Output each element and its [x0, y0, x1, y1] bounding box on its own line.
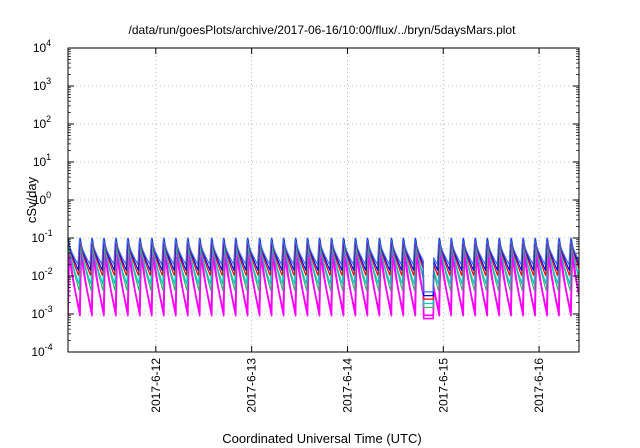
y-tick-exponent: -2 — [45, 266, 53, 276]
x-tick-label: 2017-6-14 — [340, 358, 354, 413]
series-line-6 — [68, 238, 579, 293]
y-tick-label: 10-3 — [31, 304, 52, 321]
y-tick-exponent: 2 — [46, 114, 51, 124]
x-tick-label: 2017-6-12 — [149, 358, 163, 413]
y-tick-exponent: 3 — [46, 76, 51, 86]
y-tick-label: 103 — [33, 76, 51, 93]
y-tick-label: 102 — [33, 114, 51, 131]
y-tick-exponent: 0 — [46, 190, 51, 200]
y-tick-exponent: 1 — [46, 152, 51, 162]
y-tick-label: 104 — [33, 38, 51, 55]
grid-lines — [68, 48, 579, 352]
y-tick-exponent: -4 — [45, 342, 53, 352]
y-axis-label: cSv/day — [24, 176, 39, 223]
axis-ticks: 10-410-310-210-11001011021031042017-6-12… — [31, 38, 579, 413]
x-tick-label: 2017-6-13 — [245, 358, 259, 413]
data-series — [68, 237, 579, 320]
y-tick-label: 10-1 — [31, 228, 52, 245]
y-tick-exponent: -1 — [45, 228, 53, 238]
chart-title: /data/run/goesPlots/archive/2017-06-16/1… — [129, 23, 517, 37]
y-tick-exponent: -3 — [45, 304, 53, 314]
x-tick-label: 2017-6-16 — [532, 358, 546, 413]
series-line-1 — [68, 250, 579, 317]
series-line-3 — [68, 243, 579, 305]
x-axis-label: Coordinated Universal Time (UTC) — [222, 431, 421, 446]
y-tick-label: 10-2 — [31, 266, 52, 283]
y-tick-label: 101 — [33, 152, 51, 169]
y-tick-exponent: 4 — [46, 38, 51, 48]
y-tick-label: 10-4 — [31, 342, 52, 359]
x-tick-label: 2017-6-15 — [436, 358, 450, 413]
